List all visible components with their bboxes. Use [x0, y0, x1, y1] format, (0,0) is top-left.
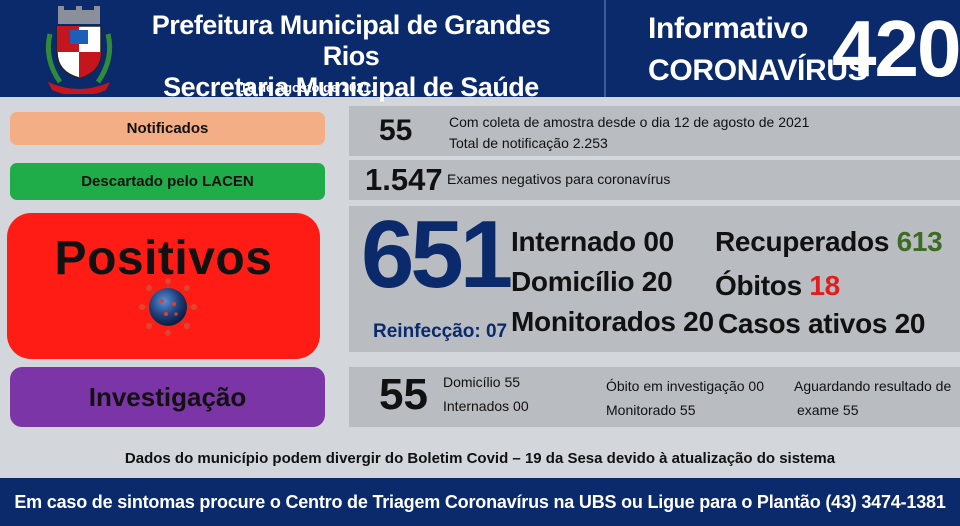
descartado-value: 1.547 [365, 162, 443, 197]
bulletin-label: Informativo CORONAVÍRUS [648, 8, 868, 92]
descartado-text: Exames negativos para coronavírus [447, 171, 671, 187]
recuperados-stat: Recuperados 613 [715, 226, 943, 258]
investigacao-value: 55 [379, 370, 428, 419]
internado-stat: Internado 00 [511, 226, 674, 257]
recuperados-label: Recuperados [715, 226, 890, 257]
informativo-label: Informativo [648, 12, 809, 45]
inv-obito: Óbito em investigação 00 [606, 378, 764, 394]
footer-text: Em caso de sintomas procure o Centro de … [14, 491, 946, 512]
coronavirus-icon [139, 278, 197, 336]
investigacao-panel: 55 Domicílio 55 Internados 00 Óbito em i… [349, 367, 960, 427]
positivos-value: 651 [361, 201, 513, 308]
disclaimer-note: Dados do município podem divergir do Bol… [124, 450, 836, 467]
obitos-label: Óbitos [715, 270, 802, 301]
inv-aguardando-2: exame 55 [797, 402, 859, 418]
title-line-2: Secretaria Municipal de Saúde [163, 72, 539, 102]
casos-ativos-stat: Casos ativos 20 [718, 308, 926, 339]
title-line-1: Prefeitura Municipal de Grandes Rios [151, 10, 551, 71]
positivos-pill: Positivos [7, 213, 320, 359]
notificados-line-1: Com coleta de amostra desde o dia 12 de … [449, 114, 810, 130]
descartado-pill: Descartado pelo LACEN [10, 163, 325, 200]
investigacao-label: Investigação [88, 381, 247, 412]
obitos-value: 18 [809, 270, 840, 301]
inv-internados: Internados 00 [443, 398, 529, 414]
descartado-label: Descartado pelo LACEN [81, 173, 254, 190]
notificados-label: Notificados [126, 120, 209, 137]
recuperados-value: 613 [896, 226, 943, 257]
obitos-stat: Óbitos 18 [715, 270, 840, 302]
footer-banner: Em caso de sintomas procure o Centro de … [0, 478, 960, 526]
investigacao-pill: Investigação [10, 367, 325, 427]
inv-aguardando-1: Aguardando resultado de [794, 378, 952, 394]
inv-domicilio: Domicílio 55 [443, 374, 521, 390]
inv-monitorado: Monitorado 55 [606, 402, 696, 418]
header-divider [604, 0, 606, 97]
reinfeccao: Reinfecção: 07 [373, 321, 508, 342]
coronavirus-label: CORONAVÍRUS [648, 54, 868, 87]
notificados-line-2: Total de notificação 2.253 [449, 135, 608, 151]
positivos-label: Positivos [54, 232, 273, 285]
page-title: Prefeitura Municipal de Grandes Rios Sec… [126, 10, 576, 103]
header-banner: Prefeitura Municipal de Grandes Rios Sec… [0, 0, 960, 102]
monitorados-stat: Monitorados 20 [511, 306, 714, 337]
notificados-pill: Notificados [10, 112, 325, 145]
positivos-panel: 651 Reinfecção: 07 Internado 00 Domicíli… [349, 201, 960, 352]
domicilio-stat: Domicílio 20 [511, 266, 673, 297]
bulletin-number: 420 [832, 4, 960, 93]
coat-of-arms-icon [45, 6, 113, 94]
bulletin-date: 16 de agosto de 2021. [240, 80, 375, 95]
notificados-value: 55 [379, 114, 413, 147]
notificados-panel: 55 Com coleta de amostra desde o dia 12 … [349, 106, 960, 156]
descartado-panel: 1.547 Exames negativos para coronavírus [349, 160, 960, 200]
